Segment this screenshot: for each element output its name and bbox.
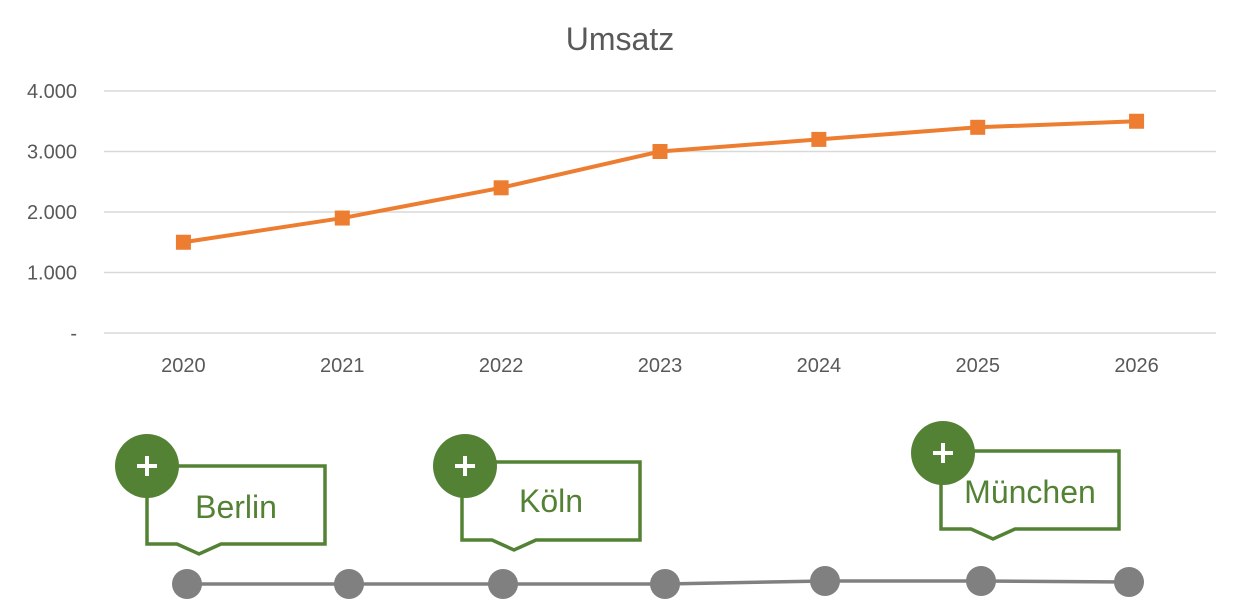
timeline-dot — [334, 569, 364, 599]
callout-box — [939, 449, 1121, 541]
y-tick-label: - — [70, 323, 77, 345]
plus-icon[interactable] — [911, 421, 975, 485]
data-point-marker — [652, 144, 668, 159]
callout-box — [460, 460, 642, 552]
x-tick-label: 2024 — [797, 355, 842, 377]
timeline — [172, 566, 1144, 599]
series-umsatz — [175, 113, 1145, 250]
plus-icon[interactable] — [433, 434, 497, 498]
x-axis-tick-labels: 2020 2021 2022 2023 2024 2025 2026 — [161, 355, 1159, 377]
x-tick-label: 2025 — [955, 355, 1000, 377]
y-tick-label: 4.000 — [27, 81, 77, 103]
data-point-marker — [493, 180, 509, 196]
milestone-callouts: Berlin Köln München — [115, 421, 1121, 556]
timeline-dot — [488, 569, 518, 599]
timeline-dot — [810, 566, 840, 596]
callout-label: Berlin — [195, 489, 277, 525]
timeline-dot — [966, 566, 996, 596]
y-tick-label: 1.000 — [27, 263, 77, 285]
y-axis-tick-labels: - 1.000 2.000 3.000 4.000 — [27, 81, 77, 345]
x-tick-label: 2022 — [479, 355, 524, 377]
milestone-callout: Berlin — [115, 434, 327, 556]
x-tick-label: 2023 — [638, 355, 683, 377]
timeline-dot — [172, 569, 202, 599]
x-tick-label: 2026 — [1114, 355, 1159, 377]
y-tick-label: 2.000 — [27, 202, 77, 224]
callout-label: München — [964, 474, 1096, 510]
milestone-callout: Köln — [433, 434, 642, 552]
data-point-marker — [1129, 113, 1145, 129]
timeline-dot — [650, 569, 680, 599]
chart-title: Umsatz — [566, 21, 674, 57]
data-point-marker — [175, 234, 191, 250]
series-line — [183, 119, 1137, 245]
plus-icon[interactable] — [115, 434, 179, 498]
data-point-marker — [811, 131, 827, 147]
data-point-marker — [970, 119, 986, 135]
timeline-dot — [1114, 567, 1144, 597]
x-tick-label: 2021 — [320, 355, 365, 377]
data-point-marker — [334, 210, 350, 226]
callout-box — [145, 464, 327, 556]
milestone-callout: München — [911, 421, 1121, 541]
callout-label: Köln — [519, 483, 583, 519]
y-tick-label: 3.000 — [27, 142, 77, 164]
gridlines — [104, 90, 1216, 334]
x-tick-label: 2020 — [161, 355, 206, 377]
